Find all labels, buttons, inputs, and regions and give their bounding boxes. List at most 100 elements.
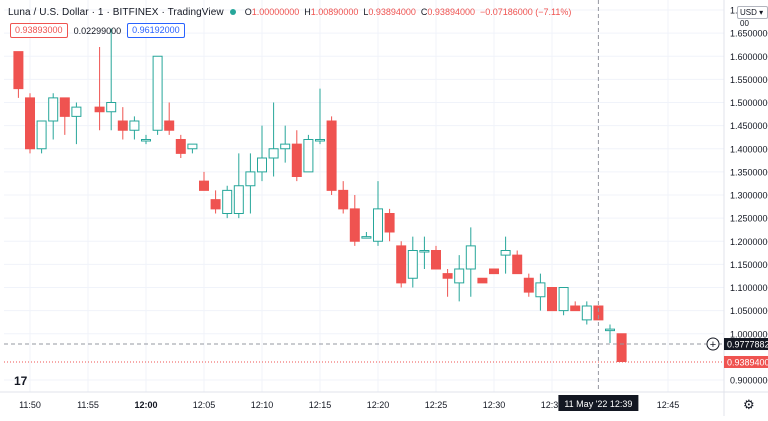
crosshair-time-label: 11 May '22 12:39 [564, 399, 632, 409]
candle-body[interactable] [616, 333, 627, 362]
candle-body[interactable] [570, 305, 581, 312]
candle-body[interactable] [315, 139, 325, 142]
y-tick-label: 1.20000000 [730, 237, 768, 247]
candle-body[interactable] [558, 287, 569, 312]
add-alert-plus-icon[interactable] [706, 337, 720, 351]
candle-body[interactable] [454, 268, 465, 284]
currency-selector[interactable]: USD ▾ 00 [737, 6, 768, 28]
symbol-legend: Luna / U.S. Dollar · 1 · BITFINEX · Trad… [8, 5, 576, 19]
candle-body[interactable] [477, 277, 488, 284]
candle-body[interactable] [338, 189, 349, 210]
candle-body[interactable] [407, 250, 418, 279]
symbol-title[interactable]: Luna / U.S. Dollar · 1 · BITFINEX · Trad… [8, 6, 224, 18]
candle-body[interactable] [419, 250, 430, 253]
candle-body[interactable] [431, 250, 441, 270]
candle-body[interactable] [373, 208, 383, 242]
y-tick-label: 1.00000000 [730, 329, 768, 339]
candle-body[interactable] [535, 282, 546, 298]
y-tick-label: 1.30000000 [730, 191, 768, 201]
candle-body[interactable] [361, 236, 372, 239]
y-tick-label: 1.05000000 [730, 306, 768, 316]
ask-button[interactable]: 0.96192000 [127, 23, 185, 38]
candle-body[interactable] [175, 139, 186, 154]
x-tick-label: 12:05 [193, 400, 216, 410]
candle-body[interactable] [500, 250, 511, 256]
y-tick-label: 1.10000000 [730, 283, 768, 293]
last-price-label: 0.93894000 [727, 357, 768, 367]
candle-body[interactable] [164, 120, 175, 131]
x-tick-label: 12:35 [541, 400, 564, 410]
last-price-badge [724, 355, 768, 368]
y-tick-label: 1.55000000 [730, 75, 768, 85]
tradingview-logo-icon[interactable]: 17 [14, 374, 28, 388]
bid-button[interactable]: 0.93893000 [10, 23, 68, 38]
candle-body[interactable] [593, 305, 604, 321]
candle-body[interactable] [152, 55, 163, 131]
candle-body[interactable] [605, 328, 615, 332]
candle-body[interactable] [129, 120, 140, 131]
x-tick-label: 12:45 [657, 400, 680, 410]
x-tick-label: 12:25 [425, 400, 448, 410]
candle-body[interactable] [257, 157, 267, 173]
y-tick-label: 1.45000000 [730, 121, 768, 131]
candle-body[interactable] [94, 106, 105, 113]
x-tick-label: 12:20 [367, 400, 390, 410]
candle-body[interactable] [512, 254, 523, 275]
gear-icon[interactable]: ⚙ [743, 397, 755, 412]
legend-close: C0.93894000 [420, 7, 475, 17]
candle-body[interactable] [117, 120, 128, 131]
legend-high: H1.00890000 [304, 7, 359, 17]
y-tick-label: 1.65000000 [730, 29, 768, 39]
y-tick-label: 1.35000000 [730, 167, 768, 177]
candle-body[interactable] [396, 245, 407, 284]
candle-body[interactable] [233, 185, 244, 214]
candle-body[interactable] [48, 97, 59, 122]
plus-icon-glyph: + [710, 339, 716, 351]
candle-body[interactable] [547, 287, 557, 312]
x-tick-label: 12:10 [251, 400, 274, 410]
candle-body[interactable] [199, 180, 209, 191]
x-tick-label: 11:50 [19, 400, 41, 410]
x-tick-label: 11:55 [77, 400, 99, 410]
candle-body[interactable] [326, 120, 337, 191]
candle-body[interactable] [581, 305, 592, 321]
candle-body[interactable] [25, 97, 35, 150]
candle-body[interactable] [442, 273, 453, 279]
candle-body[interactable] [291, 143, 302, 177]
candle-body[interactable] [268, 148, 279, 159]
market-status-dot-icon [229, 9, 236, 15]
bid-ask-panel: 0.93893000 0.02299000 0.96192000 [10, 23, 185, 38]
candle-body[interactable] [523, 277, 534, 293]
crosshair-price-label: 0.97778829 [727, 340, 768, 350]
x-tick-label: 12:00 [134, 400, 157, 410]
candle-body[interactable] [349, 208, 360, 242]
candle-body[interactable] [71, 106, 82, 117]
candle-body[interactable] [210, 199, 221, 210]
candle-body[interactable] [59, 97, 70, 117]
candle-body[interactable] [465, 245, 476, 270]
crosshair-time-badge [558, 395, 639, 411]
x-tick-label: 12:30 [483, 400, 506, 410]
x-tick-label: 12:15 [309, 400, 332, 410]
crosshair-price-badge [724, 338, 768, 351]
y-tick-label: 1.15000000 [730, 260, 768, 270]
candle-body[interactable] [187, 143, 198, 150]
legend-open: O1.00000000 [244, 7, 300, 17]
candle-body[interactable] [384, 213, 395, 233]
candle-body[interactable] [13, 51, 24, 90]
spread-value: 0.02299000 [73, 25, 122, 36]
candle-body[interactable] [280, 143, 291, 150]
candle-body[interactable] [36, 120, 47, 150]
candle-body[interactable] [222, 189, 233, 214]
y-tick-label: 1.40000000 [730, 144, 768, 154]
y-tick-label: 1.25000000 [730, 214, 768, 224]
candle-body[interactable] [303, 139, 314, 173]
legend-change: −0.07186000 (−7.11%) [479, 7, 572, 17]
candle-body[interactable] [245, 171, 256, 187]
candle-body[interactable] [141, 139, 151, 142]
candle-body[interactable] [489, 268, 499, 275]
candle-body[interactable] [106, 102, 117, 113]
y-tick-label: 1.50000000 [730, 98, 768, 108]
